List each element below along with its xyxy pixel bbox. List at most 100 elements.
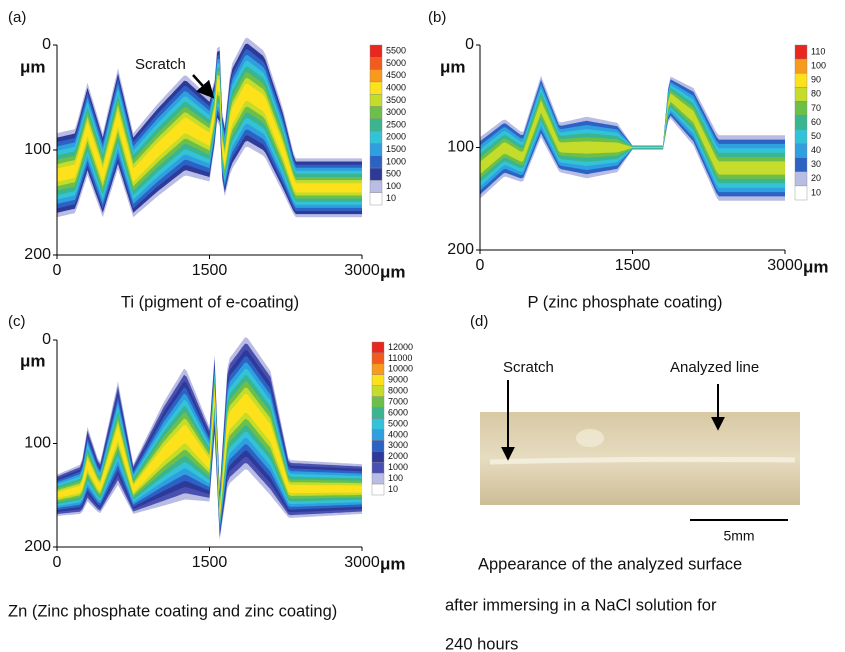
colorbar-label: 3000 xyxy=(386,107,406,117)
x-tick-label: 1500 xyxy=(192,262,228,279)
y-tick-label: 200 xyxy=(447,241,474,258)
x-unit: μm xyxy=(380,554,406,573)
colorbar-cell xyxy=(371,451,385,463)
panel-label: (a) xyxy=(8,9,26,26)
colorbar-label: 90 xyxy=(811,75,821,85)
colorbar-label: 30 xyxy=(811,159,821,169)
colorbar-label: 50 xyxy=(811,131,821,141)
colorbar-cell xyxy=(794,115,808,130)
y-tick-label: 100 xyxy=(24,141,51,158)
colorbar-label: 3000 xyxy=(388,440,408,450)
colorbar-label: 70 xyxy=(811,103,821,113)
y-tick-label: 200 xyxy=(24,246,51,263)
colorbar-label: 6000 xyxy=(388,407,408,417)
panel-label: (c) xyxy=(8,313,26,330)
colorbar-cell xyxy=(371,341,385,354)
colorbar-cell xyxy=(371,363,385,375)
colorbar-cell xyxy=(794,185,808,201)
x-tick-label: 3000 xyxy=(344,554,380,571)
chart-title: Ti (pigment of e-coating) xyxy=(121,293,299,311)
colorbar-cell xyxy=(369,106,383,120)
colorbar-cell xyxy=(794,171,808,187)
contour-band xyxy=(480,87,785,184)
colorbar-cell xyxy=(371,440,385,452)
colorbar-cell xyxy=(369,130,383,144)
colorbar-label: 3500 xyxy=(386,95,406,105)
colorbar-cell xyxy=(371,407,385,419)
colorbar-cell xyxy=(794,72,808,88)
colorbar-label: 500 xyxy=(386,169,401,179)
photo-highlight xyxy=(576,429,604,447)
colorbar-cell xyxy=(371,385,385,397)
colorbar-cell xyxy=(371,462,385,474)
x-tick-label: 3000 xyxy=(344,262,380,279)
scale-label: 5mm xyxy=(723,528,754,544)
colorbar-label: 100 xyxy=(388,473,403,483)
colorbar-label: 5000 xyxy=(386,58,406,68)
colorbar-label: 5500 xyxy=(386,46,406,56)
colorbar-cell xyxy=(794,129,808,144)
chart-title: P (zinc phosphate coating) xyxy=(527,293,722,311)
colorbar-label: 1500 xyxy=(386,144,406,154)
colorbar-cell xyxy=(369,118,383,132)
colorbar-label: 11000 xyxy=(388,353,412,363)
colorbar-cell xyxy=(371,374,385,386)
colorbar-label: 4000 xyxy=(388,429,408,439)
x-unit: μm xyxy=(380,262,406,281)
annotation: Scratch xyxy=(503,359,554,376)
colorbar-label: 1000 xyxy=(386,156,406,166)
colorbar-cell xyxy=(371,396,385,408)
colorbar-label: 40 xyxy=(811,145,821,155)
contour-band xyxy=(57,389,362,519)
colorbar-cell xyxy=(369,180,383,193)
panel-d: (d) Scratch Analyzed line 5mm Appearance… xyxy=(445,313,800,652)
colorbar-label: 2000 xyxy=(386,132,406,142)
caption: 240 hours xyxy=(445,635,518,652)
colorbar-cell xyxy=(369,192,383,206)
colorbar-label: 4500 xyxy=(386,70,406,80)
colorbar-cell xyxy=(369,69,383,83)
colorbar-cell xyxy=(794,143,808,158)
y-tick-label: 0 xyxy=(42,331,51,348)
x-tick-label: 0 xyxy=(53,554,62,571)
colorbar-cell xyxy=(369,167,383,181)
colorbar-label: 2000 xyxy=(388,451,408,461)
colorbar-cell xyxy=(371,483,385,496)
x-tick-label: 0 xyxy=(476,257,485,274)
contour-band xyxy=(480,90,785,179)
colorbar-label: 9000 xyxy=(388,375,408,385)
colorbar-cell xyxy=(369,155,383,169)
colorbar-label: 12000 xyxy=(388,342,413,352)
colorbar-label: 10 xyxy=(386,193,396,203)
contour-band xyxy=(480,93,785,175)
y-tick-label: 0 xyxy=(465,36,474,53)
colorbar-label: 100 xyxy=(386,181,401,191)
annotation: Analyzed line xyxy=(670,359,759,376)
colorbar-label: 10 xyxy=(811,187,821,197)
x-tick-label: 0 xyxy=(53,262,62,279)
y-tick-label: 200 xyxy=(24,538,51,555)
y-unit: μm xyxy=(20,351,46,370)
colorbar-label: 20 xyxy=(811,173,821,183)
panel-label: (d) xyxy=(470,313,488,330)
y-tick-label: 100 xyxy=(24,435,51,452)
y-tick-label: 0 xyxy=(42,36,51,53)
x-tick-label: 3000 xyxy=(767,257,803,274)
caption: Appearance of the analyzed surface xyxy=(478,555,742,573)
colorbar-label: 10000 xyxy=(388,364,413,374)
panel-label: (b) xyxy=(428,9,446,26)
arrow xyxy=(192,74,215,99)
colorbar-cell xyxy=(369,81,383,95)
x-tick-label: 1500 xyxy=(192,554,228,571)
colorbar-cell xyxy=(794,58,808,74)
colorbar-label: 2500 xyxy=(386,119,406,129)
annotation: Scratch xyxy=(135,56,186,73)
caption: after immersing in a NaCl solution for xyxy=(445,596,717,614)
y-unit: μm xyxy=(20,57,46,76)
contour-band xyxy=(57,79,362,193)
y-unit: μm xyxy=(440,57,466,76)
colorbar-cell xyxy=(369,143,383,156)
